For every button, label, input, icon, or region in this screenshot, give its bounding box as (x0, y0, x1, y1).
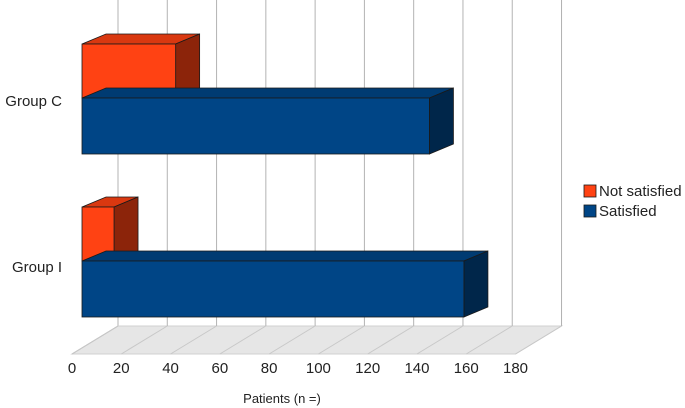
floor-gridline-0 (71, 325, 119, 355)
x-tick-label-180: 180 (503, 360, 528, 377)
x-tick-label-20: 20 (113, 360, 130, 377)
floor-gridline-120 (367, 325, 414, 355)
bar-side-face (429, 87, 454, 155)
x-tick-label-80: 80 (261, 360, 278, 377)
bar-front-face (81, 260, 465, 318)
bar-front-face (81, 97, 430, 155)
legend-swatch-satisfied (583, 204, 597, 218)
bar-satisfied-group-c (81, 87, 454, 155)
bar-not-satisfied-group-i (81, 196, 139, 262)
floor-gridline-20 (121, 325, 168, 355)
legend-label-satisfied: Satisfied (599, 203, 657, 220)
x-axis-label: Patients (n =) (243, 391, 321, 406)
bar-side-face (463, 250, 489, 318)
floor-gridline-100 (318, 325, 365, 355)
legend-label-not-satisfied: Not satisfied (599, 183, 682, 200)
floor-gridline-160 (465, 325, 513, 355)
x-tick-label-160: 160 (454, 360, 479, 377)
floor-gridline-80 (268, 325, 316, 355)
floor (70, 325, 564, 355)
x-tick-label-40: 40 (162, 360, 179, 377)
legend: Not satisfied Satisfied (583, 183, 682, 220)
x-tick-label-140: 140 (404, 360, 429, 377)
floor-gridline-60 (219, 325, 267, 355)
x-tick-label-60: 60 (211, 360, 228, 377)
x-axis-ticks: 0 20 40 60 80 100 120 140 160 180 (68, 360, 528, 377)
category-label-group-i: Group I (12, 259, 62, 276)
y-axis-categories: Group C Group I (5, 93, 62, 276)
x-tick-label-0: 0 (68, 360, 76, 377)
bars (81, 33, 489, 318)
floor-gridline-40 (170, 325, 217, 355)
bar-satisfied-group-i (81, 250, 489, 318)
x-tick-label-100: 100 (306, 360, 331, 377)
legend-swatch-not-satisfied (583, 184, 597, 198)
floor-gridline-140 (416, 325, 464, 355)
floor-gridline-180 (515, 325, 562, 355)
x-tick-label-120: 120 (355, 360, 380, 377)
bar-top-face (81, 87, 454, 99)
bar-top-face (81, 250, 489, 262)
category-label-group-c: Group C (5, 93, 62, 110)
